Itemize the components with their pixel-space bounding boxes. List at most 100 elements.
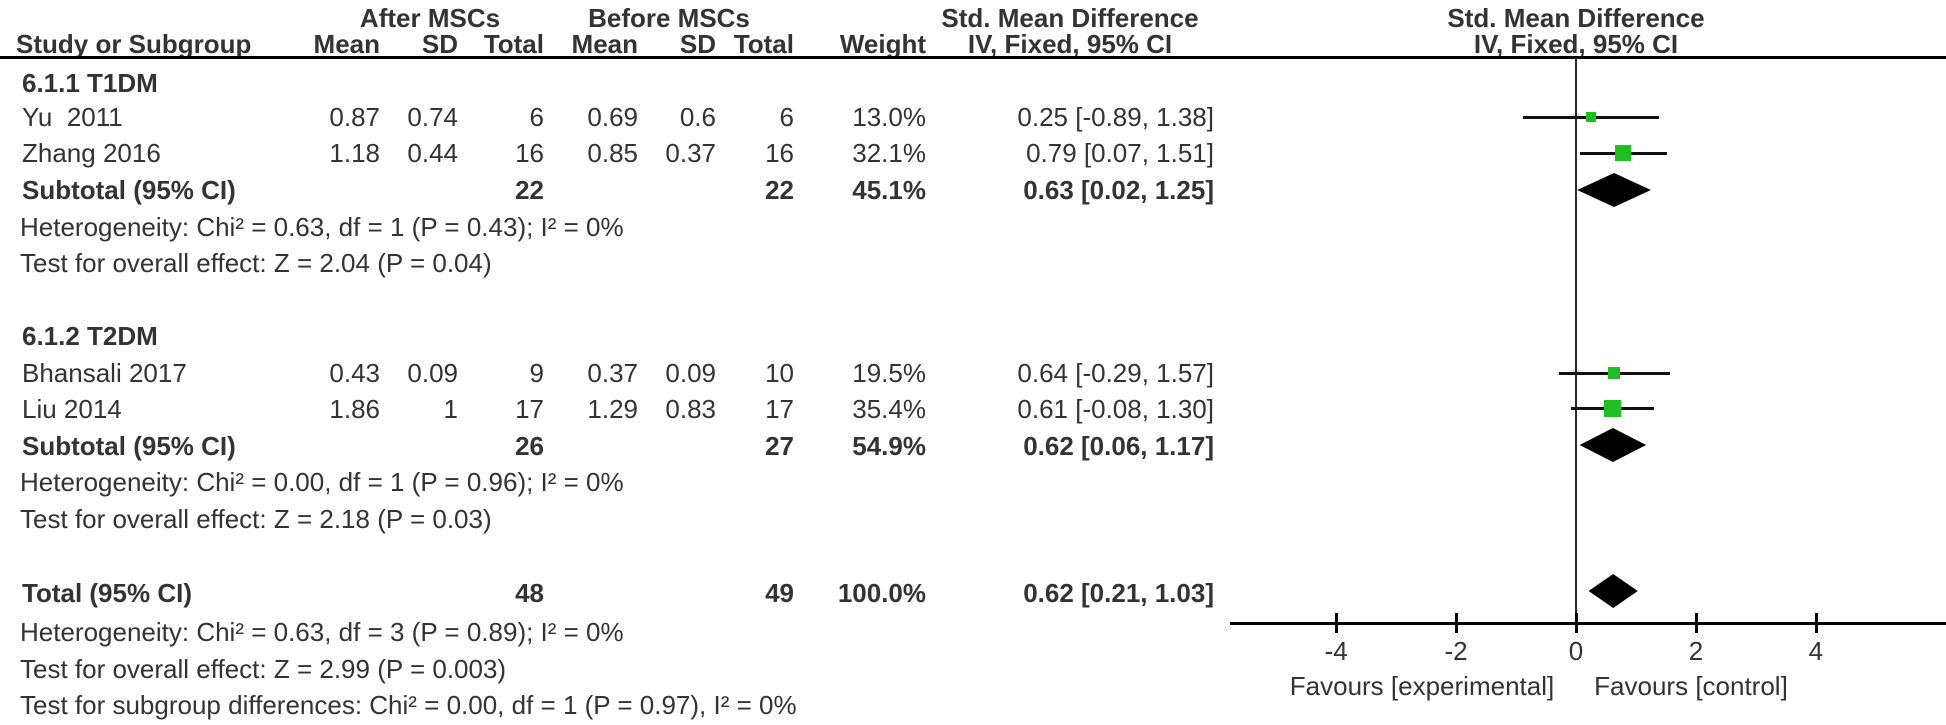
sd-before: 0.37 — [665, 138, 716, 168]
study-row-zhang-2016: Zhang 2016 1.18 0.44 16 0.85 0.37 16 32.… — [0, 135, 1946, 172]
weight: 100.0% — [837, 578, 926, 608]
study-name: Bhansali 2017 — [22, 358, 187, 388]
total-before: 27 — [765, 431, 794, 461]
weight: 54.9% — [852, 431, 926, 461]
smd-ci: 0.79 [0.07, 1.51] — [1026, 138, 1214, 168]
smd-ci: 0.25 [-0.89, 1.38] — [1017, 102, 1214, 132]
pooled-estimate-diamond — [1577, 173, 1651, 207]
smd-ci: 0.63 [0.02, 1.25] — [1023, 175, 1214, 205]
x-axis-tick-label: 0 — [1568, 636, 1584, 666]
mean-before: 0.69 — [587, 102, 638, 132]
study-name: Yu 2011 — [22, 102, 123, 132]
total-before: 16 — [765, 138, 794, 168]
mean-before: 1.29 — [587, 394, 638, 424]
header-sd-before: SD — [679, 29, 716, 59]
total-after: 9 — [529, 358, 544, 388]
weight: 45.1% — [852, 175, 926, 205]
mean-after: 1.86 — [329, 394, 380, 424]
total-after: 6 — [529, 102, 544, 132]
axis-label-favours-control: Favours [control] — [1594, 671, 1788, 701]
x-axis-tick — [1335, 613, 1339, 633]
header-weight: Weight — [839, 29, 926, 59]
mean-after: 0.87 — [329, 102, 380, 132]
x-axis-tick — [1455, 613, 1459, 633]
sd-after: 0.09 — [407, 358, 458, 388]
sd-before: 0.6 — [679, 102, 716, 132]
weight: 19.5% — [852, 358, 926, 388]
forest-graph-panel: Favours [experimental] Favours [control]… — [1230, 0, 1946, 725]
header-after-mscs: After MSCs — [359, 3, 501, 33]
heterogeneity-text: Heterogeneity: Chi² = 0.63, df = 1 (P = … — [20, 212, 624, 242]
total-after: 26 — [515, 431, 544, 461]
x-axis-line — [1230, 622, 1946, 625]
subtotal-label: Subtotal (95% CI) — [22, 431, 236, 461]
header-columns-row: Study or Subgroup Mean SD Total Mean SD … — [0, 26, 1946, 63]
subgroup-title: 6.1.2 T2DM — [22, 321, 158, 351]
weight: 13.0% — [852, 102, 926, 132]
pooled-estimate-diamond — [1588, 574, 1638, 608]
mean-after: 1.18 — [329, 138, 380, 168]
subgroup-label-t2dm: 6.1.2 T2DM — [0, 318, 1946, 355]
smd-ci: 0.61 [-0.08, 1.30] — [1017, 394, 1214, 424]
header-divider-line — [0, 56, 1946, 59]
total-row: Total (95% CI) 48 49 100.0% 0.62 [0.21, … — [0, 575, 1946, 612]
overall-effect-total: Test for overall effect: Z = 2.99 (P = 0… — [0, 651, 1946, 688]
study-row-bhansali-2017: Bhansali 2017 0.43 0.09 9 0.37 0.09 10 1… — [0, 355, 1946, 392]
study-point-estimate-square — [1604, 399, 1622, 417]
zero-effect-line — [1575, 58, 1577, 625]
study-row-liu-2014: Liu 2014 1.86 1 17 1.29 0.83 17 35.4% 0.… — [0, 391, 1946, 428]
header-group-row: After MSCs Before MSCs Std. Mean Differe… — [0, 0, 1946, 37]
sd-after: 0.44 — [407, 138, 458, 168]
mean-before: 0.85 — [587, 138, 638, 168]
smd-ci: 0.62 [0.06, 1.17] — [1023, 431, 1214, 461]
header-study-or-subgroup: Study or Subgroup — [16, 29, 252, 59]
total-before: 22 — [765, 175, 794, 205]
study-point-estimate-square — [1615, 145, 1632, 161]
subtotal-row-t2dm: Subtotal (95% CI) 26 27 54.9% 0.62 [0.06… — [0, 428, 1946, 465]
study-point-estimate-square — [1585, 112, 1596, 122]
header-smd-text: Std. Mean Difference — [941, 3, 1199, 33]
header-sd-after: SD — [421, 29, 458, 59]
sd-after: 0.74 — [407, 102, 458, 132]
overall-effect-t1dm: Test for overall effect: Z = 2.04 (P = 0… — [0, 245, 1946, 282]
total-after: 22 — [515, 175, 544, 205]
study-name: Liu 2014 — [22, 394, 122, 424]
overall-effect-text: Test for overall effect: Z = 2.99 (P = 0… — [20, 654, 507, 684]
overall-effect-text: Test for overall effect: Z = 2.18 (P = 0… — [20, 504, 492, 534]
study-row-yu-2011: Yu 2011 0.87 0.74 6 0.69 0.6 6 13.0% 0.2… — [0, 99, 1946, 136]
total-before: 10 — [765, 358, 794, 388]
axis-label-favours-experimental: Favours [experimental] — [1289, 671, 1555, 701]
mean-before: 0.37 — [587, 358, 638, 388]
x-axis-tick — [1814, 613, 1818, 633]
pooled-estimate-diamond — [1579, 428, 1647, 462]
x-axis-tick-label: -2 — [1444, 636, 1468, 666]
heterogeneity-t1dm: Heterogeneity: Chi² = 0.63, df = 1 (P = … — [0, 209, 1946, 246]
subtotal-row-t1dm: Subtotal (95% CI) 22 22 45.1% 0.63 [0.02… — [0, 172, 1946, 209]
study-point-estimate-square — [1608, 367, 1621, 379]
heterogeneity-t2dm: Heterogeneity: Chi² = 0.00, df = 1 (P = … — [0, 464, 1946, 501]
x-axis-tick — [1694, 613, 1698, 633]
header-mean-before: Mean — [571, 29, 638, 59]
header-iv-fixed-graph: IV, Fixed, 95% CI — [1473, 29, 1679, 59]
subgroup-label-t1dm: 6.1.1 T1DM — [0, 65, 1946, 102]
sd-before: 0.83 — [665, 394, 716, 424]
smd-ci: 0.64 [-0.29, 1.57] — [1017, 358, 1214, 388]
heterogeneity-total: Heterogeneity: Chi² = 0.63, df = 3 (P = … — [0, 614, 1946, 651]
total-after: 16 — [515, 138, 544, 168]
weight: 32.1% — [852, 138, 926, 168]
x-axis-tick — [1575, 613, 1578, 633]
sd-before: 0.09 — [665, 358, 716, 388]
subgroup-differences: Test for subgroup differences: Chi² = 0.… — [0, 687, 1946, 724]
x-axis-tick-label: 2 — [1688, 636, 1704, 666]
total-before: 6 — [779, 102, 794, 132]
weight: 35.4% — [852, 394, 926, 424]
header-iv-fixed-text: IV, Fixed, 95% CI — [967, 29, 1173, 59]
subgroup-differences-text: Test for subgroup differences: Chi² = 0.… — [20, 690, 797, 720]
header-total-before: Total — [733, 29, 794, 59]
total-after: 17 — [515, 394, 544, 424]
x-axis-tick-label: 4 — [1808, 636, 1824, 666]
header-total-after: Total — [483, 29, 544, 59]
sd-after: 1 — [443, 394, 458, 424]
header-smd-graph: Std. Mean Difference — [1447, 3, 1705, 33]
mean-after: 0.43 — [329, 358, 380, 388]
